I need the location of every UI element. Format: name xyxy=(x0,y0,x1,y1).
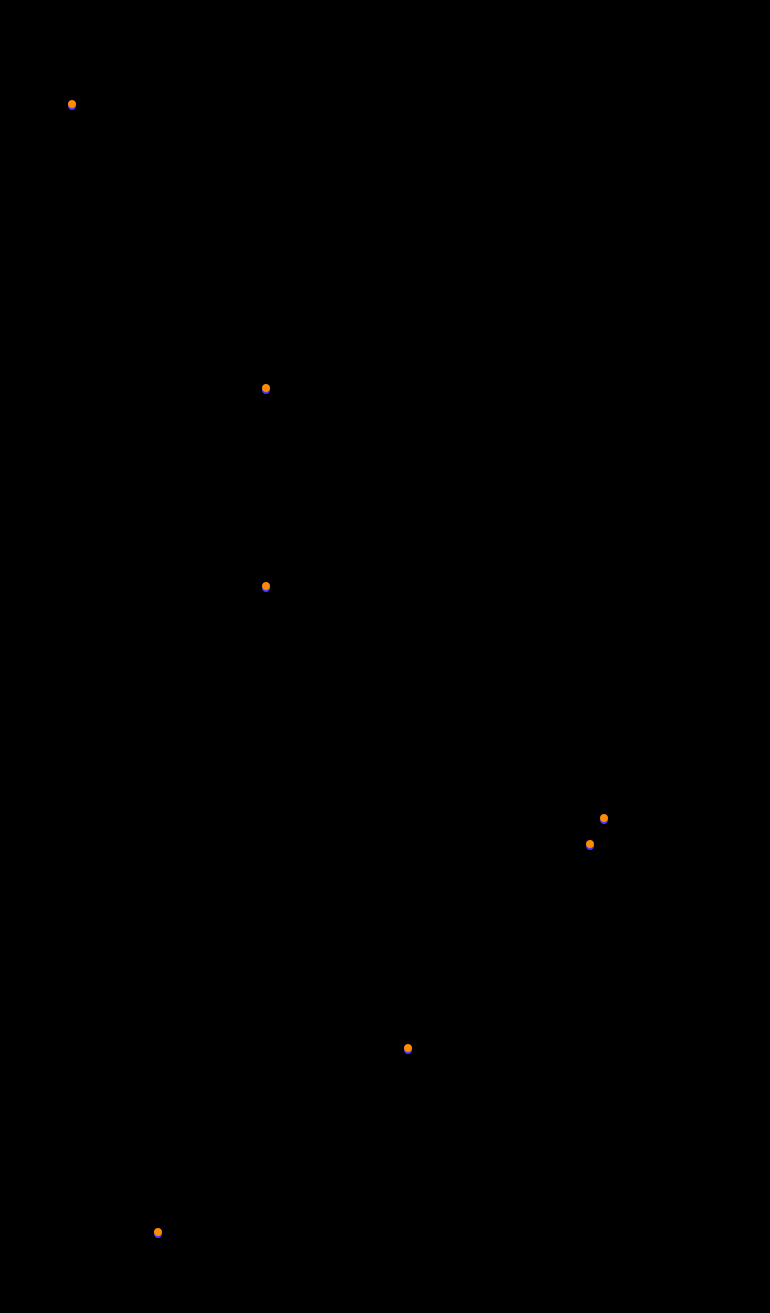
scatter-point-overlay xyxy=(600,814,608,822)
scatter-point-overlay xyxy=(262,582,270,590)
scatter-point-overlay xyxy=(68,100,76,108)
scatter-canvas xyxy=(0,0,770,1313)
scatter-point-overlay xyxy=(262,384,270,392)
scatter-point-overlay xyxy=(586,840,594,848)
scatter-point-overlay xyxy=(404,1044,412,1052)
scatter-point-overlay xyxy=(154,1228,162,1236)
